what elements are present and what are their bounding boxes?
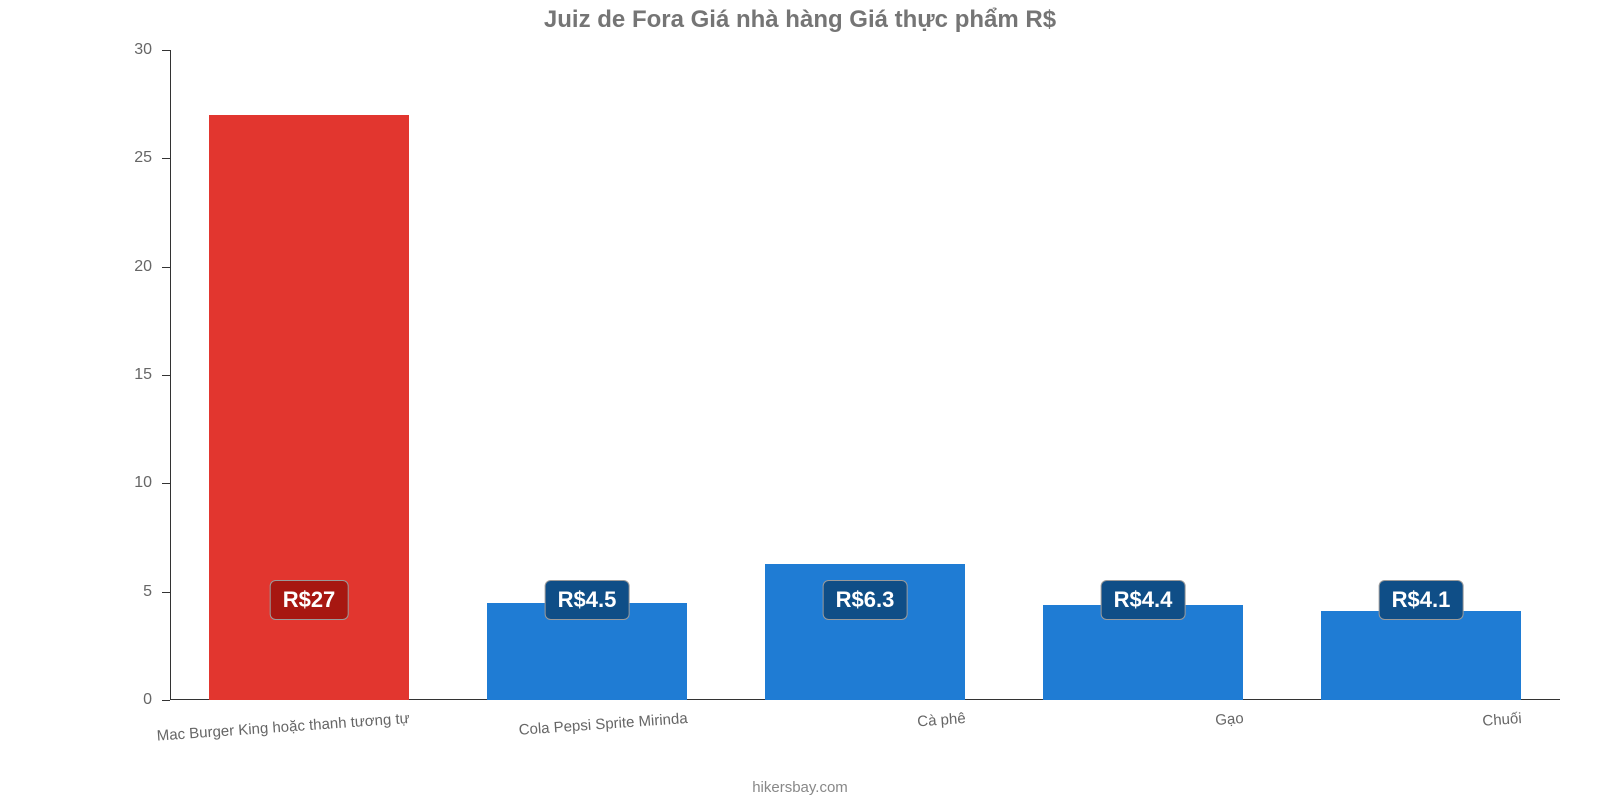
x-tick-label: Cola Pepsi Sprite Mirinda <box>518 710 688 739</box>
footer-source: hikersbay.com <box>0 779 1600 796</box>
y-tick-label: 10 <box>112 474 152 492</box>
y-tick-label: 5 <box>112 583 152 601</box>
x-tick-label: Mac Burger King hoặc thanh tương tự <box>156 710 410 745</box>
price-bar-chart: Juiz de Fora Giá nhà hàng Giá thực phẩm … <box>0 0 1600 800</box>
y-tick <box>162 50 170 51</box>
y-tick-label: 20 <box>112 258 152 276</box>
y-tick-label: 0 <box>112 691 152 709</box>
y-tick-label: 30 <box>112 41 152 59</box>
x-tick-label: Gạo <box>1215 710 1244 729</box>
y-axis-line <box>170 50 171 700</box>
bar-value-badge: R$4.5 <box>545 580 630 620</box>
x-tick-label: Chuối <box>1482 710 1522 730</box>
y-tick <box>162 700 170 701</box>
bar-value-badge: R$4.4 <box>1101 580 1186 620</box>
y-tick <box>162 375 170 376</box>
bar-value-badge: R$6.3 <box>823 580 908 620</box>
y-tick <box>162 267 170 268</box>
y-tick-label: 15 <box>112 366 152 384</box>
x-tick-label: Cà phê <box>917 710 966 730</box>
bar-value-badge: R$4.1 <box>1379 580 1464 620</box>
plot-area: 051015202530R$27Mac Burger King hoặc tha… <box>170 50 1560 700</box>
y-tick <box>162 158 170 159</box>
y-tick <box>162 592 170 593</box>
bar-value-badge: R$27 <box>270 580 349 620</box>
bar <box>1321 611 1521 700</box>
y-tick <box>162 483 170 484</box>
chart-title: Juiz de Fora Giá nhà hàng Giá thực phẩm … <box>0 6 1600 34</box>
y-tick-label: 25 <box>112 149 152 167</box>
